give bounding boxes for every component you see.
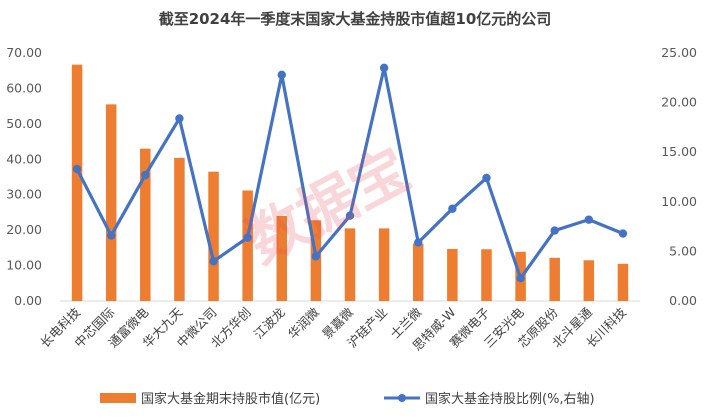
bar — [174, 157, 185, 301]
legend-line-marker — [398, 394, 406, 402]
bar — [549, 257, 560, 301]
line-point — [414, 238, 423, 247]
legend-bar-label: 国家大基金期末持股市值(亿元) — [141, 391, 320, 407]
y-left-tick-label: 30.00 — [6, 187, 42, 202]
line-point — [277, 70, 286, 80]
y-right-tick-label: 5.00 — [669, 243, 697, 258]
legend: 国家大基金期末持股市值(亿元) 国家大基金持股比例(%,右轴) — [100, 391, 595, 407]
watermark: 数据宝 — [235, 135, 421, 277]
bar — [617, 263, 629, 301]
bar — [71, 64, 83, 301]
y-left-tick-label: 40.00 — [6, 151, 42, 166]
bar — [378, 228, 390, 301]
category-label: 华润微 — [285, 304, 322, 341]
bar — [583, 260, 595, 301]
y-left-tick-label: 0.00 — [14, 293, 42, 308]
line-point — [209, 257, 218, 266]
category-label: 江波龙 — [251, 305, 288, 342]
bar — [242, 190, 253, 301]
line-point — [379, 63, 389, 73]
bar — [140, 148, 151, 301]
y-right-tick-label: 10.00 — [661, 194, 697, 209]
axes: 0.00 10.00 20.00 30.00 40.00 50.00 60.00 70.00 0… — [6, 45, 697, 308]
y-left-tick-label: 50.00 — [6, 116, 42, 131]
bar — [310, 220, 322, 301]
y-left-tick-label: 60.00 — [6, 80, 42, 95]
line-point — [550, 226, 559, 235]
line-point — [243, 233, 252, 242]
line-point — [345, 211, 355, 220]
line-point — [618, 229, 628, 238]
y-right-tick-label: 15.00 — [661, 144, 697, 159]
line-point — [482, 173, 491, 183]
line-point — [584, 215, 594, 224]
bar — [105, 104, 117, 301]
bar — [481, 249, 492, 301]
bar — [344, 228, 356, 301]
bar — [412, 243, 424, 301]
category-labels: 长电科技中芯国际通富微电华大九天中微公司北方华创江波龙华润微景嘉微沪硅产业士兰微… — [37, 304, 629, 353]
y-left-tick-label: 70.00 — [6, 45, 42, 60]
y-right-tick-label: 20.00 — [661, 95, 697, 110]
legend-line-label: 国家大基金持股比例(%,右轴) — [425, 391, 595, 407]
line-point — [516, 273, 525, 283]
line-point — [311, 252, 321, 261]
line-point — [106, 231, 116, 240]
line-series — [72, 63, 628, 283]
bar — [208, 171, 219, 301]
y-left-tick-label: 20.00 — [6, 222, 42, 237]
y-right-tick-label: 25.00 — [661, 45, 697, 60]
chart-title: 截至2024年一季度末国家大基金持股市值超10亿元的公司 — [159, 10, 552, 28]
y-right-tick-label: 0.00 — [669, 293, 697, 308]
bar — [447, 248, 458, 301]
line-point — [448, 204, 457, 213]
line-point — [175, 114, 184, 123]
legend-bar-swatch — [100, 393, 136, 403]
bar — [276, 215, 288, 301]
line-point — [141, 170, 150, 180]
y-left-tick-label: 10.00 — [6, 258, 42, 273]
line-point — [72, 164, 82, 174]
